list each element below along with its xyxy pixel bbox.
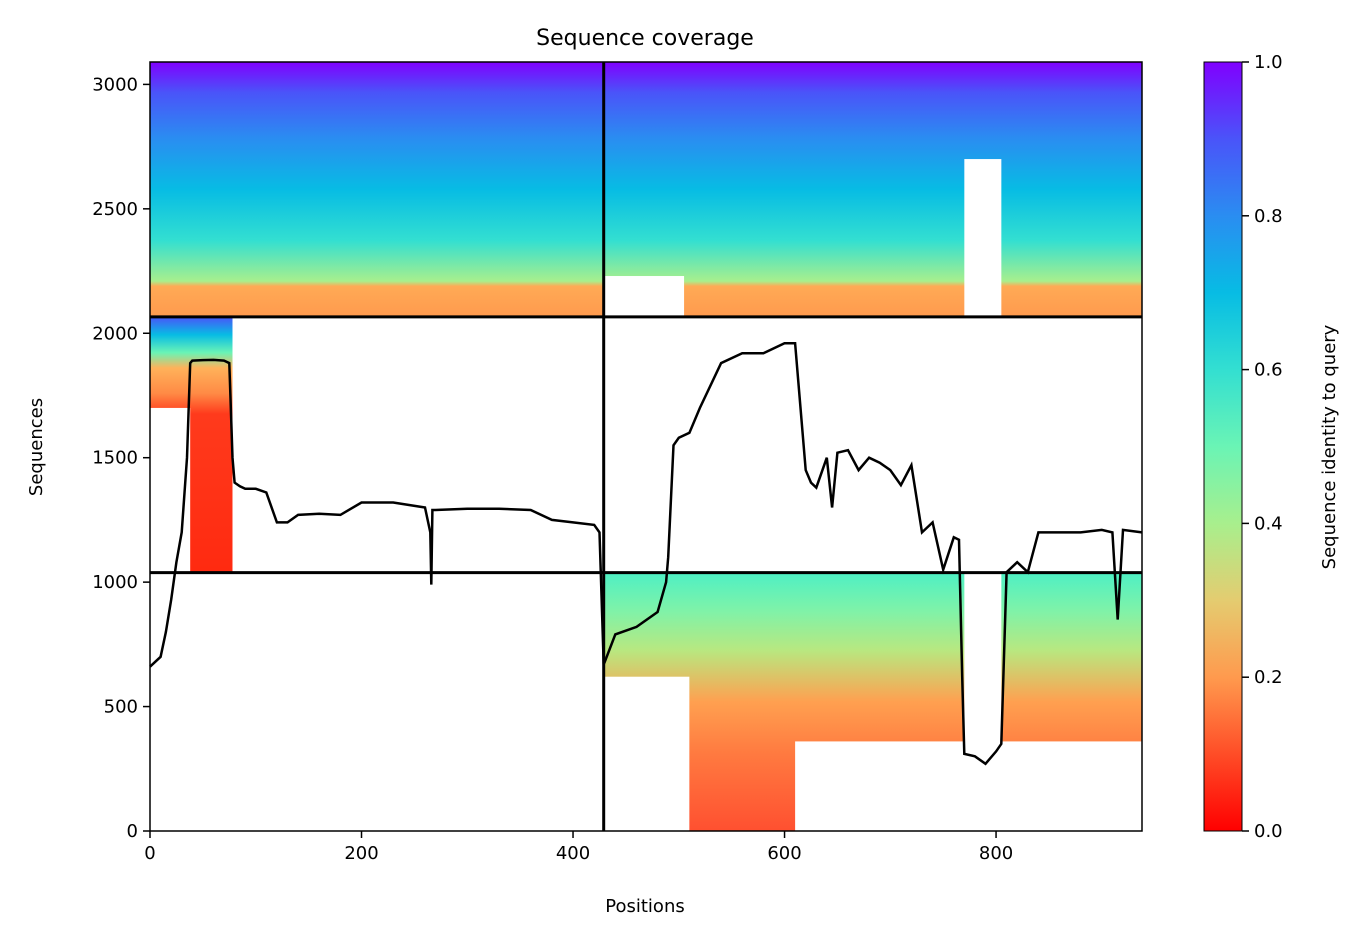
y-axis-label: Sequences xyxy=(26,398,47,496)
colorbar-tick-label: 0.6 xyxy=(1254,360,1283,381)
y-axis: 0 500 1000 1500 2000 2500 3000 xyxy=(92,74,150,842)
x-axis-label: Positions xyxy=(605,896,684,917)
y-tick-label: 3000 xyxy=(92,74,138,95)
coverage-block xyxy=(603,62,1142,317)
y-tick-label: 1500 xyxy=(92,448,138,469)
colorbar-tick-label: 0.8 xyxy=(1254,206,1283,227)
y-tick-label: 500 xyxy=(104,697,138,718)
colorbar-tick-label: 0.2 xyxy=(1254,667,1283,688)
colorbar-gradient xyxy=(1203,61,1243,832)
plot-area xyxy=(149,61,1143,832)
coverage-gap xyxy=(603,676,690,831)
y-tick-label: 2500 xyxy=(92,199,138,220)
y-tick-label: 0 xyxy=(127,821,138,842)
x-tick-label: 600 xyxy=(767,843,801,864)
colorbar-tick-label: 1.0 xyxy=(1254,52,1283,73)
colorbar-tick-label: 0.4 xyxy=(1254,513,1283,534)
y-tick-label: 2000 xyxy=(92,323,138,344)
colorbar: 0.0 0.2 0.4 0.6 0.8 1.0 Sequence identity to … xyxy=(1203,52,1340,842)
coverage-gap xyxy=(795,741,1142,831)
plot-frame xyxy=(149,61,1143,832)
coverage-block xyxy=(150,62,604,317)
colorbar-label: Sequence identity to query xyxy=(1319,324,1340,569)
coverage-gap xyxy=(964,159,1002,317)
coverage-gap xyxy=(232,316,604,573)
colorbar-ticks: 0.0 0.2 0.4 0.6 0.8 1.0 xyxy=(1242,52,1283,842)
x-axis: 0 200 400 600 800 xyxy=(144,831,1013,864)
coverage-gap xyxy=(603,276,685,317)
coverage-line xyxy=(149,341,1143,766)
x-tick-label: 200 xyxy=(344,843,378,864)
y-tick-label: 1000 xyxy=(92,572,138,593)
colorbar-tick-label: 0.0 xyxy=(1254,821,1283,842)
chart-title: Sequence coverage xyxy=(536,26,754,51)
x-tick-label: 800 xyxy=(979,843,1013,864)
x-tick-label: 400 xyxy=(556,843,590,864)
x-tick-label: 0 xyxy=(144,843,155,864)
